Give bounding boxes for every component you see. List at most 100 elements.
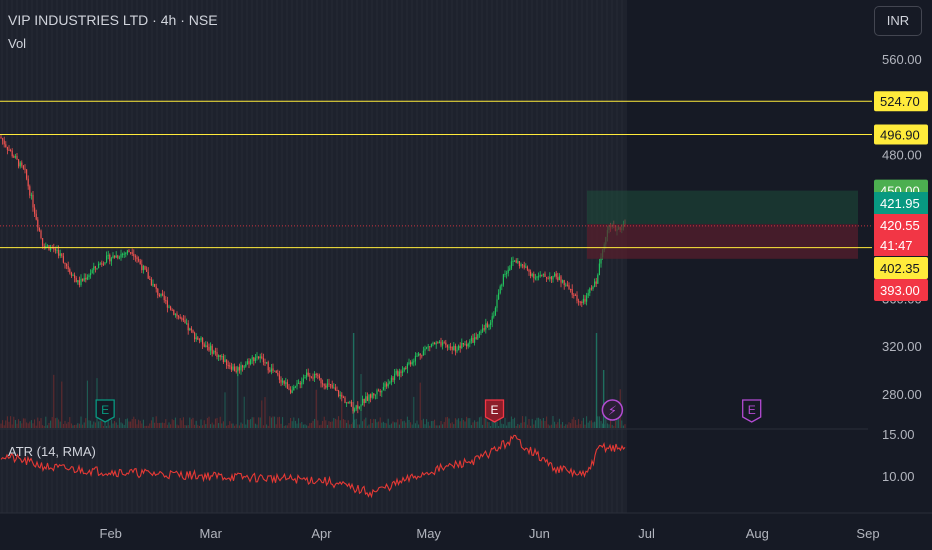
candle-body — [218, 355, 220, 357]
volume-bar — [18, 419, 20, 428]
candle-body — [318, 375, 320, 379]
candle-body — [146, 269, 148, 272]
volume-bar — [333, 417, 335, 428]
volume-bar — [195, 420, 197, 428]
volume-bar — [50, 420, 52, 428]
volume-bar — [579, 424, 581, 428]
volume-bar — [414, 423, 416, 428]
volume-bar — [574, 419, 576, 428]
volume-bar — [304, 424, 306, 428]
candle-body — [515, 260, 517, 263]
volume-bar — [120, 422, 122, 428]
candle-body — [80, 278, 82, 286]
event-marker-earnings-past[interactable]: E — [95, 399, 115, 423]
candle-body — [46, 245, 48, 247]
volume-bar — [101, 421, 103, 428]
candle-body — [574, 294, 576, 296]
candle-body — [378, 390, 380, 392]
candle-body — [102, 263, 104, 265]
candle-body — [149, 278, 151, 280]
candle-body — [454, 345, 456, 352]
volume-bar — [354, 419, 356, 428]
candle-body — [450, 346, 452, 348]
volume-bar — [155, 416, 157, 428]
currency-button[interactable]: INR — [874, 6, 922, 36]
volume-bar — [70, 423, 72, 428]
volume-bar — [565, 424, 567, 428]
volume-bar — [34, 419, 36, 428]
candle-body — [517, 261, 519, 263]
candle-body — [109, 254, 111, 262]
volume-bar — [0, 423, 2, 428]
candle-body — [469, 340, 471, 344]
candle-body — [533, 273, 535, 278]
volume-bar — [8, 421, 10, 428]
volume-bar — [288, 423, 290, 428]
candle-body — [90, 273, 92, 276]
atr-indicator-label[interactable]: ATR (14, RMA) — [8, 444, 96, 459]
volume-bar — [78, 423, 80, 428]
volume-bar — [382, 421, 384, 428]
last-price-label: 420.55 — [880, 218, 920, 233]
volume-bar — [549, 425, 551, 428]
volume-bar — [445, 417, 447, 428]
candle-body — [451, 347, 453, 350]
volume-bar — [432, 420, 434, 428]
volume-bar — [45, 416, 47, 428]
candle-body — [328, 383, 330, 385]
candle-body — [566, 284, 568, 286]
volume-bar — [53, 374, 55, 428]
volume-bar — [208, 416, 210, 428]
volume-bar — [32, 423, 34, 428]
candle-body — [194, 332, 196, 340]
volume-bar — [413, 396, 415, 428]
volume-bar — [314, 418, 316, 428]
candle-body — [386, 383, 388, 387]
candle-body — [75, 278, 77, 283]
volume-bar — [24, 418, 26, 428]
event-marker-dividend[interactable]: ⚡ — [601, 399, 624, 421]
volume-bar — [538, 417, 540, 428]
candle-body — [72, 275, 74, 277]
volume-bar — [222, 421, 224, 428]
volume-bar — [248, 419, 250, 428]
dividend-icon — [601, 399, 624, 421]
candle-body — [579, 301, 581, 303]
candle-body — [187, 323, 189, 331]
candle-body — [498, 293, 500, 300]
volume-bar — [368, 424, 370, 428]
volume-bar — [533, 424, 535, 428]
volume-bar — [251, 417, 253, 428]
candle-body — [584, 298, 586, 302]
volume-bar — [470, 425, 472, 428]
symbol-title[interactable]: VIP INDUSTRIES LTD · 4h · NSE — [8, 12, 218, 28]
volume-bar — [334, 418, 336, 428]
candle-body — [365, 396, 367, 403]
volume-bar — [64, 420, 66, 428]
earnings-glyph: E — [491, 403, 499, 417]
event-marker-earnings-upcoming[interactable]: E — [742, 399, 762, 423]
candle-body — [565, 284, 567, 286]
volume-bar — [424, 424, 426, 428]
candle-body — [502, 274, 504, 285]
candle-body — [363, 398, 365, 403]
candle-body — [32, 194, 34, 208]
volume-bar — [270, 417, 272, 428]
volume-bar — [578, 419, 580, 428]
volume-bar — [398, 424, 400, 428]
volume-bar — [544, 420, 546, 428]
price-axis-tick: 560.00 — [882, 52, 922, 67]
candle-body — [270, 368, 272, 372]
candle-body — [470, 337, 472, 341]
volume-bar — [253, 417, 255, 428]
volume-bar — [82, 424, 84, 428]
event-marker-earnings-past-negative[interactable]: E — [484, 399, 505, 423]
volume-indicator-label[interactable]: Vol — [8, 36, 27, 51]
volume-bar — [262, 425, 264, 428]
candle-body — [520, 264, 522, 266]
volume-bar — [573, 416, 575, 428]
volume-bar — [259, 417, 261, 428]
candle-body — [13, 156, 15, 158]
